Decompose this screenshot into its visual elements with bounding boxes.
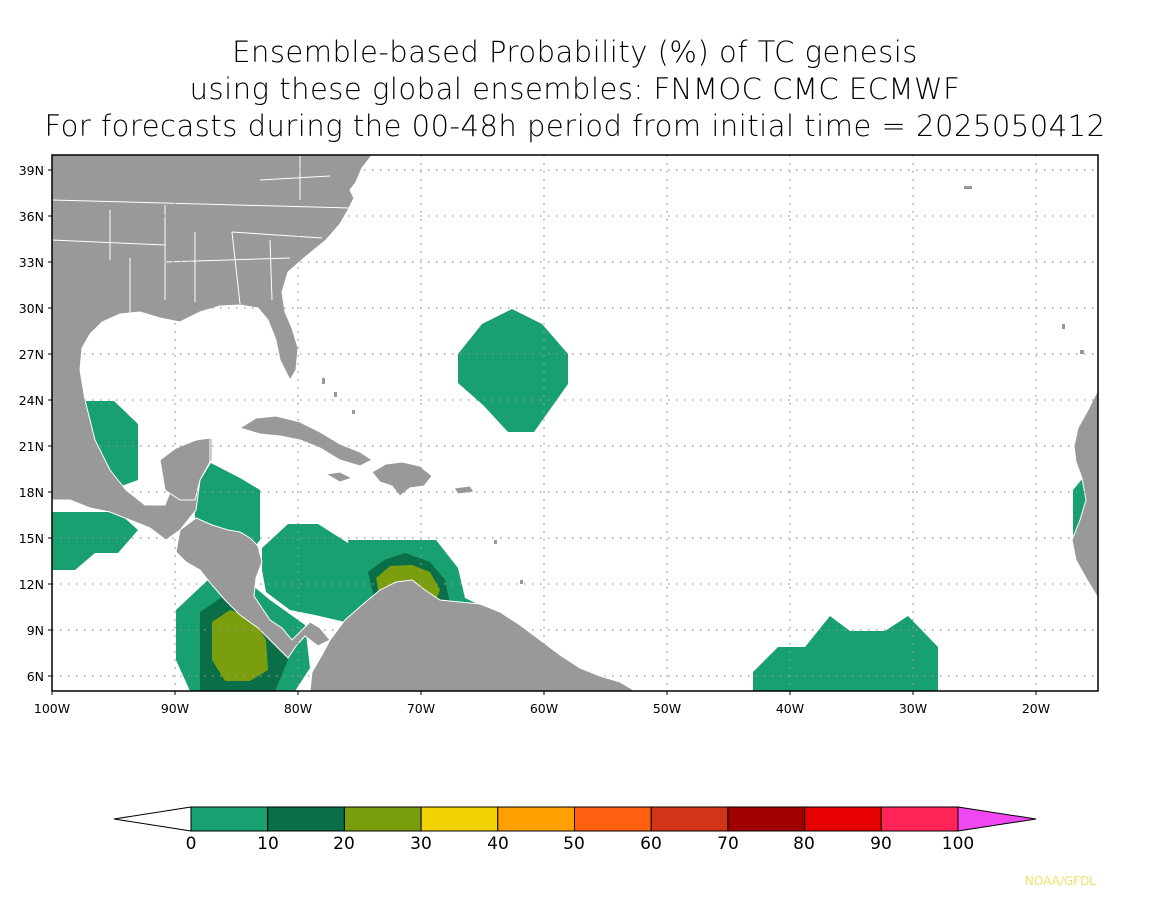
colorbar-label: 50 (563, 834, 585, 854)
colorbar-label: 60 (640, 834, 662, 854)
colorbar-label: 20 (333, 834, 355, 854)
lat-label: 39N (19, 163, 44, 178)
lon-label: 90W (161, 701, 189, 716)
title-line-2: using these global ensembles: FNMOC CMC … (189, 72, 961, 106)
lat-label: 6N (27, 669, 44, 684)
longitude-labels: 100W 90W 80W 70W 60W 50W 40W 30W 20W (34, 701, 1050, 716)
prob-area-central-atlantic (458, 309, 568, 432)
lat-label: 30N (19, 301, 44, 316)
land-south-america (309, 579, 636, 691)
land-jamaica (324, 471, 354, 483)
prob-area-western-caribbean (262, 524, 372, 622)
minor-islands (322, 186, 1084, 584)
land-central-america (175, 517, 331, 659)
colorbar-label: 30 (410, 834, 432, 854)
prob-core-pacific (212, 610, 268, 681)
colorbar-segment (420, 806, 499, 832)
colorbar-label: 10 (257, 834, 279, 854)
lon-label: 30W (899, 701, 927, 716)
lat-label: 36N (19, 209, 44, 224)
land-africa (1071, 389, 1098, 599)
colorbar-label: 90 (870, 834, 892, 854)
credit-label: NOAA/GFDL (1024, 874, 1096, 888)
lat-label: 33N (19, 255, 44, 270)
lon-label: 60W (530, 701, 558, 716)
lat-label: 9N (27, 623, 44, 638)
colorbar-high-arrow (957, 806, 1037, 832)
lon-label: 100W (34, 701, 70, 716)
land-masses (52, 155, 1098, 691)
colorbar-segment (497, 806, 575, 832)
colorbar-label: 100 (942, 834, 974, 854)
lat-label: 18N (19, 485, 44, 500)
tick-marks (48, 169, 1037, 695)
gridlines (52, 155, 1098, 691)
lat-label: 21N (19, 439, 44, 454)
map-frame (51, 154, 1099, 692)
land-hispaniola (371, 461, 433, 497)
colorbar-segment (804, 806, 882, 832)
title-line-3: For forecasts during the 00-48h period f… (44, 109, 1106, 143)
land-yucatan (159, 437, 211, 501)
land-puerto-rico (453, 485, 475, 495)
colorbar-label: 0 (186, 834, 197, 854)
lon-label: 70W (407, 701, 435, 716)
colorbar-segment (880, 806, 959, 832)
lon-label: 20W (1022, 701, 1050, 716)
colorbar-labels: 0 10 20 30 40 50 60 70 80 90 100 (186, 834, 975, 854)
prob-area-tropical-atlantic (753, 616, 938, 691)
lon-label: 80W (284, 701, 312, 716)
colorbar-segment (343, 806, 422, 832)
lon-label: 40W (776, 701, 804, 716)
colorbar-segment (267, 806, 345, 832)
prob-area-pacific-guatemala (52, 512, 138, 570)
map-panel (52, 155, 1098, 691)
land-cuba (238, 415, 373, 467)
colorbar-segment (190, 806, 269, 832)
colorbar-segment (650, 806, 729, 832)
lat-label: 27N (19, 347, 44, 362)
colorbar: 0 10 20 30 40 50 60 70 80 90 100 (113, 806, 1037, 854)
colorbar-label: 70 (717, 834, 739, 854)
lat-label: 12N (19, 577, 44, 592)
colorbar-segment (574, 806, 652, 832)
lat-label: 24N (19, 393, 44, 408)
colorbar-label: 40 (487, 834, 509, 854)
colorbar-label: 80 (793, 834, 815, 854)
colorbar-low-arrow (113, 806, 192, 832)
lat-label: 15N (19, 531, 44, 546)
lon-label: 50W (653, 701, 681, 716)
colorbar-segment (727, 806, 806, 832)
colorbar-segments (190, 806, 959, 832)
state-borders (52, 155, 351, 315)
title-line-1: Ensemble-based Probability (%) of TC gen… (232, 35, 918, 69)
latitude-labels: 39N 36N 33N 30N 27N 24N 21N 18N 15N 12N … (19, 163, 44, 684)
